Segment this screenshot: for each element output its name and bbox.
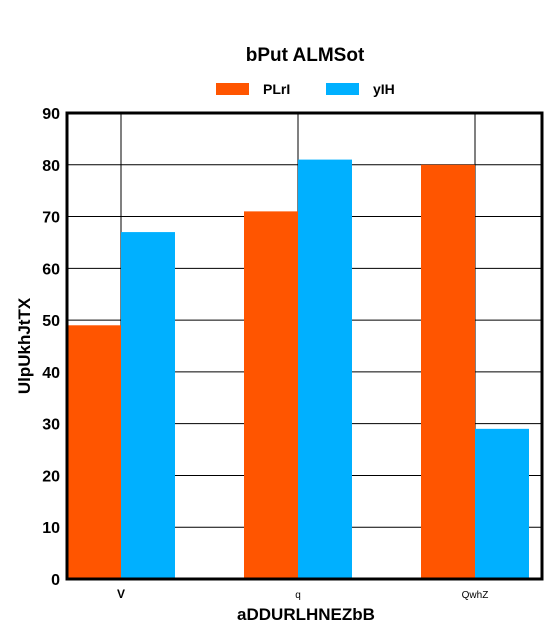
y-tick-label: 90 bbox=[42, 106, 60, 123]
bar-PLrI-q bbox=[244, 211, 298, 579]
chart-title: bPut ALMSot bbox=[246, 45, 365, 66]
x-tick-label: V bbox=[117, 587, 125, 601]
y-tick-label: 70 bbox=[42, 210, 60, 227]
x-axis-label: aDDURLHNEZbB bbox=[237, 605, 375, 624]
bar-yIH-V bbox=[121, 232, 175, 580]
x-tick-label: QwhZ bbox=[462, 590, 489, 601]
y-tick-label: 30 bbox=[42, 417, 60, 434]
y-tick-label: 60 bbox=[42, 261, 60, 278]
legend-swatch-yIH bbox=[326, 83, 359, 95]
y-tick-label: 80 bbox=[42, 158, 60, 175]
y-tick-label: 10 bbox=[42, 520, 60, 537]
y-tick-label: 50 bbox=[42, 313, 60, 330]
plot-frame bbox=[65, 111, 544, 581]
bar-PLrI-V bbox=[67, 325, 121, 579]
y-tick-label: 0 bbox=[51, 572, 60, 589]
y-axis-label: UlpUkhJtTX bbox=[15, 297, 34, 394]
legend-label: PLrI bbox=[263, 81, 290, 97]
bar-PLrI-QwhZ bbox=[421, 164, 475, 579]
y-tick-label: 20 bbox=[42, 468, 60, 485]
legend-swatch-PLrI bbox=[216, 83, 249, 95]
x-tick-label: q bbox=[295, 590, 301, 601]
bars bbox=[67, 159, 529, 580]
bar-yIH-q bbox=[298, 159, 352, 579]
bar-yIH-QwhZ bbox=[475, 428, 529, 579]
legend: PLrI yIH bbox=[216, 81, 395, 97]
y-axis-ticks: 0 10 20 30 40 50 60 70 80 90 bbox=[42, 106, 60, 589]
y-tick-label: 40 bbox=[42, 365, 60, 382]
legend-label: yIH bbox=[373, 81, 395, 97]
